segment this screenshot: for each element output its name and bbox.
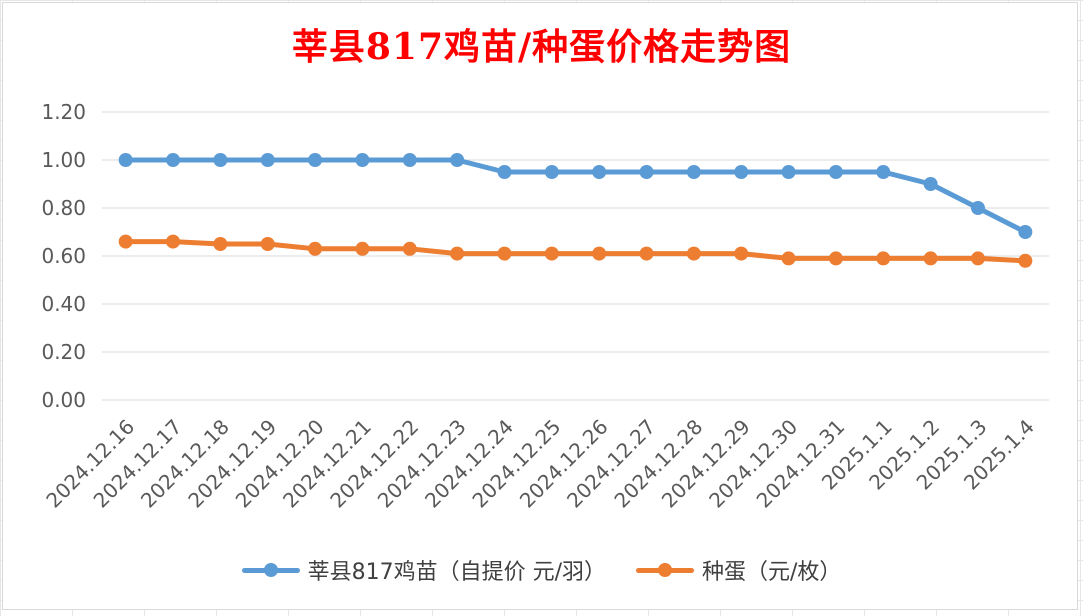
y-tick-label: 0.60 <box>41 244 86 268</box>
data-point-1 <box>923 251 938 266</box>
data-point-1 <box>308 241 323 256</box>
data-point-0 <box>923 177 938 191</box>
data-point-1 <box>970 251 985 266</box>
data-point-0 <box>592 165 607 179</box>
y-tick-label: 0.00 <box>41 388 86 412</box>
legend: 莘县817鸡苗（自提价 元/羽） 种蛋（元/枚） <box>0 552 1083 588</box>
data-point-0 <box>781 165 796 179</box>
y-tick-label: 1.00 <box>41 148 86 172</box>
series-line-0 <box>123 157 1028 235</box>
data-point-1 <box>355 241 370 256</box>
data-point-1 <box>876 251 891 266</box>
data-point-0 <box>639 165 654 179</box>
data-point-1 <box>828 251 843 266</box>
y-tick-label: 0.40 <box>41 292 86 316</box>
data-point-0 <box>118 153 133 167</box>
data-point-1 <box>639 246 654 261</box>
data-point-1 <box>592 246 607 261</box>
legend-item-chicks: 莘县817鸡苗（自提价 元/羽） <box>241 554 606 586</box>
data-point-0 <box>970 201 985 215</box>
legend-marker-eggs <box>657 563 672 577</box>
data-point-0 <box>686 165 701 179</box>
legend-label-chicks: 莘县817鸡苗（自提价 元/羽） <box>307 560 606 585</box>
data-point-1 <box>213 237 228 251</box>
legend-item-eggs: 种蛋（元/枚） <box>635 554 842 586</box>
data-point-1 <box>544 246 559 261</box>
data-point-1 <box>118 234 133 249</box>
data-point-1 <box>260 237 275 251</box>
data-point-1 <box>402 241 417 256</box>
data-point-0 <box>450 153 465 167</box>
data-point-1 <box>166 234 181 249</box>
data-point-1 <box>734 246 749 261</box>
data-point-1 <box>1018 253 1033 268</box>
data-point-1 <box>781 251 796 266</box>
data-point-0 <box>497 165 512 179</box>
data-point-0 <box>734 165 749 179</box>
data-point-0 <box>213 153 228 167</box>
data-point-0 <box>308 153 323 167</box>
data-point-1 <box>686 246 701 261</box>
series-line-1 <box>123 239 1028 264</box>
legend-label-eggs: 种蛋（元/枚） <box>701 560 842 585</box>
data-point-0 <box>166 153 181 167</box>
data-point-0 <box>828 165 843 179</box>
y-tick-label: 0.80 <box>41 196 86 220</box>
data-point-0 <box>402 153 417 167</box>
data-point-0 <box>876 165 891 179</box>
data-point-0 <box>355 153 370 167</box>
data-point-0 <box>260 153 275 167</box>
legend-marker-chicks <box>263 563 278 577</box>
data-point-1 <box>497 246 512 261</box>
chart-title: 莘县817鸡苗/种蛋价格走势图 <box>291 26 792 68</box>
data-point-0 <box>544 165 559 179</box>
data-point-0 <box>1018 225 1033 239</box>
legend-swatch-chicks <box>241 560 300 580</box>
y-tick-label: 0.20 <box>41 340 86 364</box>
data-point-1 <box>450 246 465 261</box>
y-tick-label: 1.20 <box>41 100 86 124</box>
legend-swatch-eggs <box>635 560 694 580</box>
